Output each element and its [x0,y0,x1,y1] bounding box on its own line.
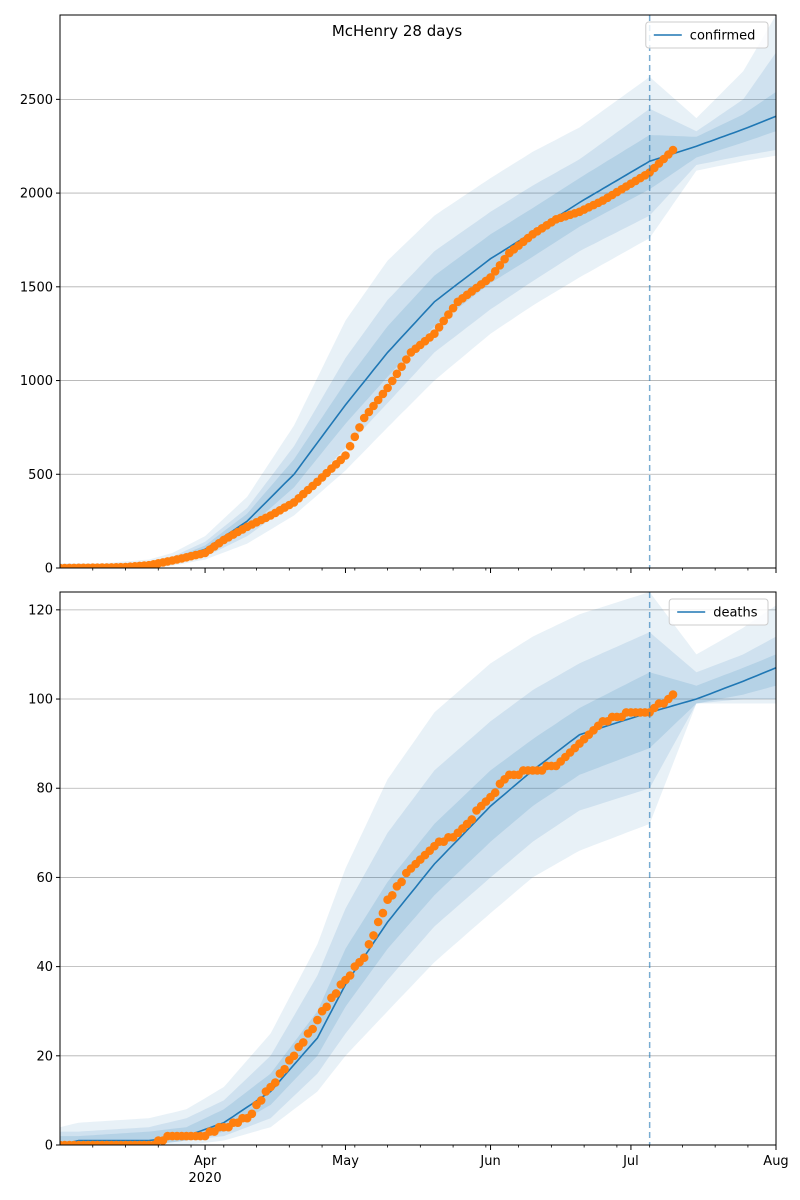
top-observed-point [383,383,392,393]
top-observed-point [364,407,374,417]
figure-title: McHenry 28 days [332,22,462,40]
top-axes-frame [59,14,777,569]
bottom-legend-box [668,598,769,626]
bottom-observed-point [378,908,388,918]
bottom-observed-point [490,788,500,797]
top-legend-box [645,21,769,49]
top-legend-label: confirmed [690,29,756,44]
bottom-ytick-label: 80 [36,782,53,797]
top-observed-point [397,362,406,372]
top-ytick-label: 0 [45,562,53,577]
top-ytick-label: 2000 [20,187,53,202]
top-observed-point [434,323,444,332]
bottom-band-middle [60,632,776,1145]
bottom-observed-point [397,877,406,887]
bottom-observed-point [388,891,397,900]
bottom-legend: deaths [668,598,769,626]
top-ytick-label: 500 [28,468,53,483]
top-observed-point [341,451,350,460]
bottom-observed-point [467,815,477,824]
bottom-observed-point [299,1038,308,1047]
top-ytick-label: 1000 [20,374,53,389]
top-observed-point [500,254,509,264]
top-observed-points [60,145,678,568]
top-observed-point [495,261,505,270]
bottom-xtick-sublabel: 2020 [189,1171,222,1186]
deaths-panel: 0 20 40 60 80 100 120 Apr 2020 May Jun Jul Aug deaths [28,591,789,1186]
top-observed-point [430,329,439,339]
bottom-observed-point [313,1015,322,1025]
bottom-observed-point [345,971,355,980]
bottom-xtick-label: Jun [479,1154,500,1169]
bottom-observed-point [322,1002,332,1012]
bottom-legend-label: deaths [713,606,758,621]
bottom-observed-point [271,1078,280,1087]
top-legend: confirmed [645,21,769,49]
top-band-inner [60,91,776,568]
bottom-observed-point [373,917,383,927]
top-band-middle [60,52,776,568]
confirmed-panel: 0 500 1000 1500 2000 2500 confirmed [20,14,777,577]
bottom-ytick-label: 0 [45,1139,53,1154]
top-ytick-label: 1500 [20,280,53,295]
top-observed-point [359,413,369,423]
top-observed-point [355,423,364,432]
top-observed-point [345,441,355,451]
bottom-plot-area [60,592,776,1145]
bottom-observed-point [369,931,378,940]
top-ytick-label: 2500 [20,93,53,108]
top-observed-point [490,267,500,276]
bottom-ytick-label: 120 [28,603,53,618]
bottom-ytick-label: 100 [28,693,53,708]
top-band-outer [60,15,776,568]
top-observed-point [444,310,453,319]
bottom-band-inner [60,654,776,1145]
top-plot-area [60,15,776,568]
bottom-ytick-label: 60 [36,871,53,886]
bottom-observed-point [256,1096,266,1105]
top-observed-point [373,395,383,405]
top-observed-point [369,401,378,411]
bottom-xtick-label: Aug [763,1154,788,1169]
bottom-observed-points [60,690,678,1145]
bottom-xtick-label: May [332,1154,359,1169]
top-observed-point [378,389,388,399]
bottom-observed-point [280,1064,289,1074]
bottom-xtick-label: Jul [622,1154,639,1169]
bottom-observed-point [247,1109,257,1119]
bottom-observed-point [668,690,678,699]
bottom-observed-point [308,1024,318,1034]
top-observed-point [448,303,458,313]
bottom-observed-point [359,953,369,962]
top-observed-point [350,432,360,442]
bottom-xtick-label: Apr [194,1154,217,1169]
bottom-ytick-label: 40 [36,960,53,975]
top-observed-point [486,273,495,282]
top-observed-point [439,316,449,326]
bottom-observed-point [289,1051,299,1061]
top-observed-point [668,145,678,155]
bottom-observed-point [331,989,341,998]
top-observed-point [392,369,402,379]
bottom-ytick-label: 20 [36,1049,53,1064]
top-observed-point [402,355,411,364]
top-observed-point [388,376,397,386]
bottom-observed-point [364,940,374,949]
bottom-axes-frame [59,591,777,1146]
